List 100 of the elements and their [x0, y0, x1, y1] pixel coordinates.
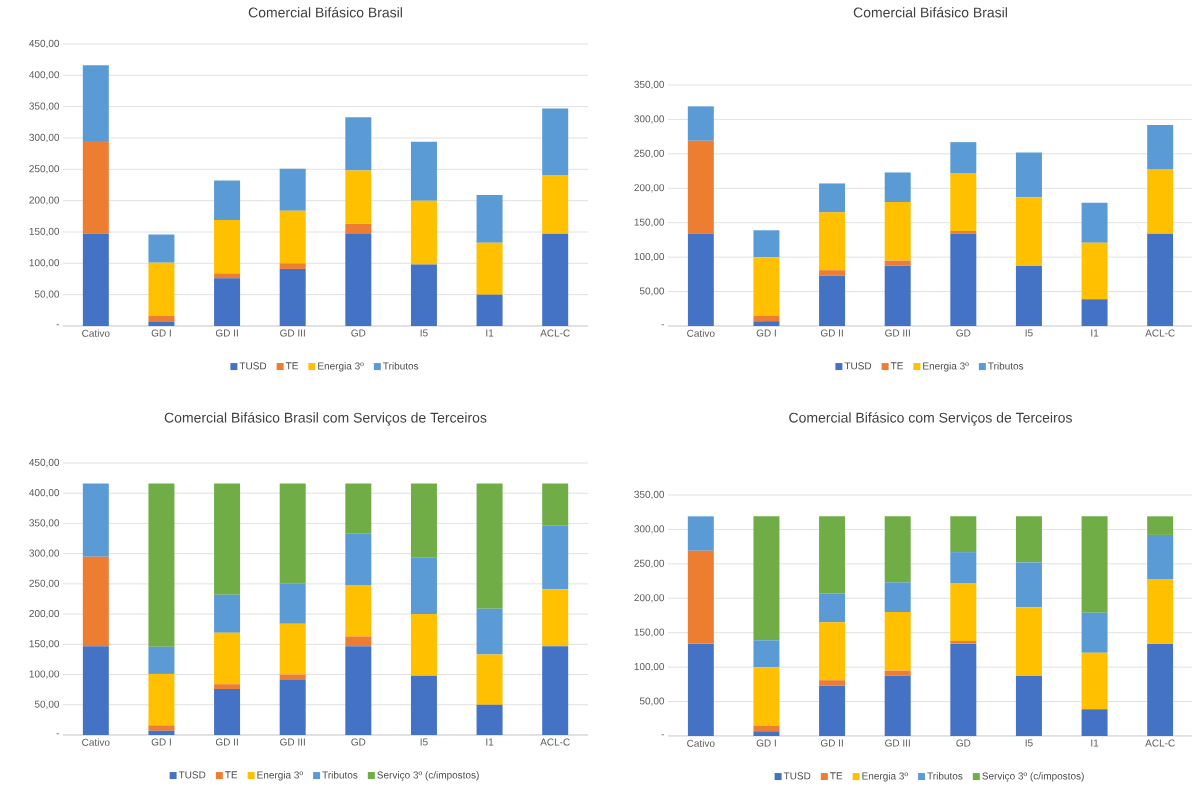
legend-label: TUSD	[178, 771, 206, 779]
bar	[950, 583, 977, 641]
bar	[1081, 652, 1108, 710]
bar	[214, 220, 241, 274]
bar	[1015, 197, 1042, 267]
legend-label: TE	[830, 772, 843, 780]
bar	[687, 140, 714, 234]
bar	[1081, 709, 1108, 736]
y-tick-label: 150,00	[29, 640, 60, 649]
y-tick-label: 250,00	[29, 579, 60, 589]
bar	[884, 516, 911, 583]
y-tick-label: 350,00	[634, 490, 665, 500]
x-tick-label: GD I	[151, 329, 171, 337]
bar	[884, 582, 911, 613]
bar	[1015, 152, 1042, 198]
bar	[687, 643, 714, 736]
bar	[214, 278, 241, 326]
y-tick-label: 250,00	[634, 149, 665, 158]
bar	[214, 684, 241, 690]
bar	[345, 223, 372, 234]
bar	[753, 725, 780, 732]
bar	[148, 673, 175, 726]
x-tick-label: GD III	[885, 329, 910, 337]
bar	[819, 212, 846, 271]
y-tick-label: 50,00	[639, 697, 665, 706]
bar	[214, 594, 241, 633]
chart-title: Comercial Bifásico Brasil	[853, 7, 1007, 18]
bar	[950, 173, 977, 231]
x-tick-label: I5	[1025, 329, 1033, 337]
legend-label: TE	[890, 362, 903, 370]
bar	[345, 483, 372, 534]
y-tick-label: 350,00	[29, 519, 60, 528]
y-tick-label: 100,00	[634, 663, 665, 672]
bar	[476, 195, 503, 243]
bar	[148, 315, 175, 322]
y-tick-label: 100,00	[29, 670, 60, 679]
y-tick-label: 200,00	[29, 196, 60, 205]
bar	[819, 622, 846, 681]
x-tick-label: GD II	[820, 329, 843, 337]
bar	[279, 679, 306, 735]
bar	[476, 483, 503, 609]
x-tick-label: GD II	[820, 739, 843, 747]
y-tick-label: 300,00	[634, 525, 665, 534]
bar	[279, 483, 306, 584]
bar	[950, 640, 977, 644]
bar	[82, 233, 109, 326]
x-tick-label: ACL-C	[540, 738, 570, 746]
x-tick-label: Cativo	[82, 329, 110, 337]
y-tick-label: -	[56, 733, 60, 735]
bar	[753, 516, 780, 641]
x-tick-label: GD I	[756, 739, 776, 747]
bar	[542, 483, 569, 526]
legend-label: TE	[225, 771, 238, 779]
x-tick-label: I5	[420, 738, 428, 746]
bar	[542, 174, 569, 234]
bar	[884, 675, 911, 736]
bar	[753, 257, 780, 316]
x-tick-label: I1	[486, 329, 494, 337]
bar	[345, 585, 372, 637]
y-tick-label: 50,00	[34, 290, 60, 299]
y-tick-label: -	[56, 324, 60, 326]
bar	[410, 614, 437, 676]
bar	[753, 667, 780, 726]
bar	[753, 640, 780, 668]
bar	[950, 643, 977, 736]
x-tick-label: GD	[351, 738, 366, 746]
legend-label: Energia 3º	[318, 362, 364, 372]
bar	[1081, 516, 1108, 613]
x-tick-label: GD III	[280, 329, 305, 337]
y-tick-label: 300,00	[29, 133, 60, 143]
x-tick-label: GD	[956, 739, 971, 747]
bar	[345, 117, 372, 171]
bar	[148, 730, 175, 735]
bar	[279, 210, 306, 264]
bar	[345, 636, 372, 647]
bar	[410, 200, 437, 265]
bar	[214, 632, 241, 685]
bar	[279, 583, 306, 624]
bar	[884, 172, 911, 203]
bar	[687, 550, 714, 644]
x-tick-label: GD	[351, 329, 366, 337]
x-tick-label: Cativo	[687, 739, 715, 747]
bar	[1015, 266, 1042, 326]
bar	[1015, 562, 1042, 608]
bar	[884, 265, 911, 326]
bar	[214, 483, 241, 595]
y-tick-label: 50,00	[639, 287, 665, 296]
legend-label: TUSD	[783, 772, 811, 780]
bar	[476, 704, 503, 735]
chart-title: Comercial Bifásico com Serviços de Terceiros	[789, 412, 1072, 426]
y-tick-label: 200,00	[29, 609, 60, 619]
x-tick-label: Cativo	[82, 738, 110, 746]
bar	[1147, 233, 1174, 326]
bar	[819, 183, 846, 213]
bar	[345, 170, 372, 224]
bar	[410, 557, 437, 615]
bar	[884, 612, 911, 671]
x-tick-label: GD II	[215, 329, 238, 337]
legend-label: TUSD	[239, 362, 267, 370]
bar	[148, 321, 175, 326]
